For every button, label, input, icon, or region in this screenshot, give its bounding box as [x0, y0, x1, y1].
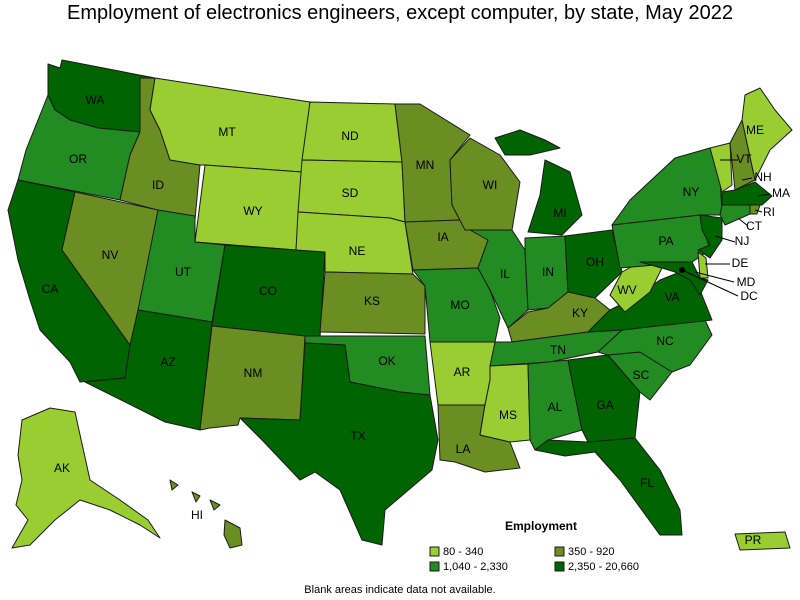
callout-line-RI	[754, 209, 763, 213]
state-label-ND: ND	[341, 129, 359, 143]
state-RI[interactable]	[749, 204, 761, 215]
legend-label-2: 1,040 - 2,330	[443, 561, 508, 573]
state-FL[interactable]	[534, 437, 683, 536]
state-VT[interactable]	[709, 142, 733, 193]
state-ME[interactable]	[741, 87, 793, 181]
state-label-PA: PA	[658, 234, 673, 248]
legend-swatch-0	[429, 546, 440, 557]
state-label-VA: VA	[664, 290, 679, 304]
state-label-OR: OR	[69, 152, 87, 166]
state-label-MT: MT	[218, 125, 236, 139]
legend: Employment 80 - 340 350 - 920 1,040 - 2,…	[429, 519, 639, 573]
legend-swatch-1	[554, 546, 565, 557]
state-label-NE: NE	[349, 244, 366, 258]
footnote: Blank areas indicate data not available.	[304, 584, 496, 596]
callout-line-NJ	[714, 235, 736, 243]
state-label-VT: VT	[736, 152, 752, 166]
state-NY[interactable]	[611, 147, 723, 226]
state-label-SC: SC	[633, 368, 650, 382]
legend-title: Employment	[505, 519, 577, 533]
state-label-SD: SD	[342, 186, 359, 200]
state-label-IL: IL	[500, 267, 510, 281]
state-label-MN: MN	[416, 158, 435, 172]
state-label-WY: WY	[243, 204, 262, 218]
state-label-KY: KY	[572, 306, 588, 320]
state-label-NH: NH	[754, 170, 771, 184]
state-label-PR: PR	[745, 533, 762, 547]
state-label-OK: OK	[378, 354, 395, 368]
dc-marker	[679, 267, 685, 273]
state-label-NY: NY	[683, 185, 700, 199]
state-label-KS: KS	[364, 294, 380, 308]
state-label-AR: AR	[454, 365, 471, 379]
state-label-MD: MD	[737, 275, 756, 289]
state-label-LA: LA	[456, 442, 471, 456]
state-label-NJ: NJ	[735, 234, 750, 248]
state-label-WV: WV	[617, 283, 636, 297]
callout-line-MA	[757, 193, 771, 197]
state-label-CT: CT	[746, 219, 763, 233]
state-label-MS: MS	[499, 408, 517, 422]
state-label-IN: IN	[542, 265, 554, 279]
state-label-AL: AL	[548, 400, 563, 414]
state-MD[interactable]	[639, 261, 709, 296]
callout-line-DC	[681, 269, 739, 297]
state-AK[interactable]	[11, 407, 161, 549]
state-label-TX: TX	[350, 429, 365, 443]
state-label-GA: GA	[596, 398, 613, 412]
state-label-WI: WI	[483, 178, 498, 192]
legend-swatch-2	[429, 561, 440, 572]
state-OH[interactable]	[564, 229, 623, 299]
legend-label-3: 2,350 - 20,660	[568, 561, 639, 573]
state-label-TN: TN	[550, 343, 566, 357]
state-label-RI: RI	[763, 205, 775, 219]
state-label-MA: MA	[772, 186, 790, 200]
state-label-NM: NM	[244, 366, 263, 380]
callout-line-MD	[694, 271, 735, 283]
state-label-WA: WA	[86, 93, 105, 107]
state-label-MI: MI	[553, 206, 566, 220]
state-label-MO: MO	[450, 298, 469, 312]
state-label-AZ: AZ	[160, 355, 175, 369]
callout-line-CT	[737, 217, 749, 227]
state-NJ[interactable]	[697, 214, 723, 259]
state-TX[interactable]	[239, 342, 439, 546]
state-PR[interactable]	[734, 531, 791, 551]
callout-line-NH	[741, 177, 753, 181]
state-KS[interactable]	[319, 271, 426, 335]
state-label-AK: AK	[54, 461, 70, 475]
state-label-OH: OH	[586, 255, 604, 269]
map-title: Employment of electronics engineers, exc…	[67, 2, 733, 24]
state-WI[interactable]	[449, 137, 521, 231]
state-label-ID: ID	[152, 178, 164, 192]
state-CT[interactable]	[719, 204, 751, 226]
state-label-NV: NV	[102, 248, 119, 262]
state-label-DC: DC	[740, 289, 758, 303]
state-label-ME: ME	[746, 123, 764, 137]
state-label-NC: NC	[656, 334, 674, 348]
state-label-CO: CO	[259, 284, 277, 298]
state-MI[interactable]	[494, 129, 583, 236]
state-label-DE: DE	[732, 256, 749, 270]
legend-label-1: 350 - 920	[568, 546, 614, 558]
state-DE[interactable]	[697, 251, 709, 279]
legend-swatch-3	[554, 561, 565, 572]
state-label-IA: IA	[437, 230, 448, 244]
state-HI[interactable]	[169, 479, 243, 549]
state-label-UT: UT	[175, 265, 192, 279]
state-label-FL: FL	[640, 476, 654, 490]
state-label-HI: HI	[191, 508, 203, 522]
legend-label-0: 80 - 340	[443, 546, 483, 558]
state-label-CA: CA	[42, 282, 59, 296]
